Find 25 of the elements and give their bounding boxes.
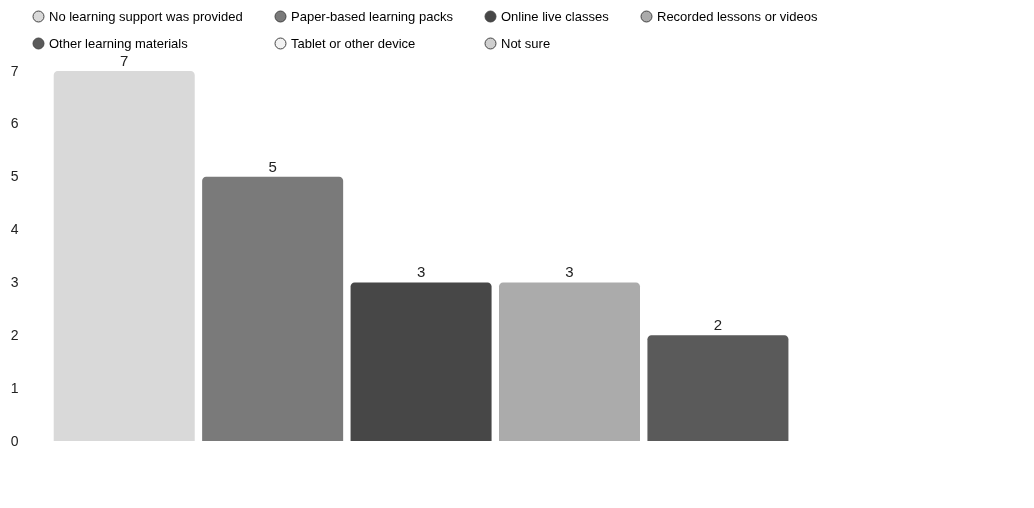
y-tick-label: 6 — [10, 115, 19, 132]
data-label: 7 — [120, 52, 129, 69]
legend-label: Other learning materials — [49, 35, 189, 51]
bar — [499, 282, 640, 441]
y-tick-label: 3 — [10, 273, 19, 290]
legend-label: Tablet or other device — [291, 35, 416, 51]
legend-label: Paper-based learning packs — [291, 8, 454, 24]
y-tick-label: 1 — [10, 379, 19, 396]
data-label: 2 — [713, 316, 723, 334]
bar — [53, 71, 195, 441]
y-tick-label: 0 — [10, 432, 19, 449]
legend-label: Recorded lessons or videos — [657, 8, 818, 24]
bar — [647, 335, 789, 441]
y-tick-label: 5 — [10, 168, 19, 185]
y-tick-label: 4 — [10, 221, 19, 238]
data-label: 3 — [416, 263, 426, 281]
data-label: 5 — [268, 157, 277, 175]
bar — [202, 176, 344, 441]
bar — [350, 282, 492, 441]
y-tick-label: 2 — [10, 326, 19, 343]
data-label: 3 — [565, 263, 574, 281]
y-tick-label: 7 — [10, 62, 19, 79]
legend-label: Not sure — [501, 35, 551, 51]
legend-label: Online live classes — [501, 8, 610, 24]
legend-label: No learning support was provided — [49, 8, 243, 24]
